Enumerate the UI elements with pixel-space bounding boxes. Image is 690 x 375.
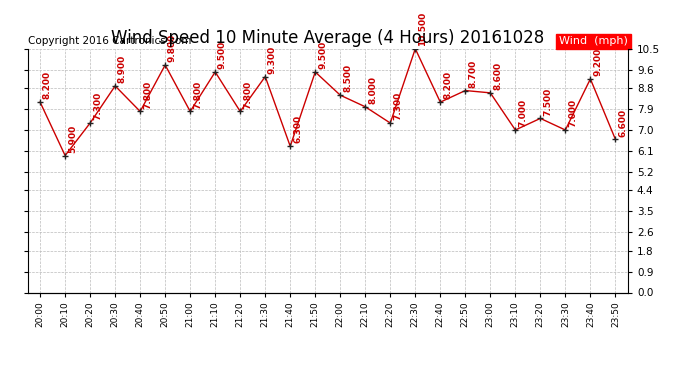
Text: 7.000: 7.000	[568, 99, 577, 127]
Text: 9.800: 9.800	[168, 34, 177, 62]
Text: 7.300: 7.300	[393, 92, 402, 120]
Text: 8.900: 8.900	[118, 55, 127, 83]
Text: 9.300: 9.300	[268, 46, 277, 74]
Text: 8.200: 8.200	[443, 71, 452, 99]
Text: 9.500: 9.500	[318, 41, 327, 69]
Text: 6.600: 6.600	[618, 108, 627, 136]
Text: 7.500: 7.500	[543, 87, 552, 116]
Text: 7.000: 7.000	[518, 99, 527, 127]
Text: 7.300: 7.300	[93, 92, 102, 120]
Text: 8.500: 8.500	[343, 64, 352, 92]
Text: 9.500: 9.500	[218, 41, 227, 69]
Text: 6.300: 6.300	[293, 116, 302, 144]
Text: 7.800: 7.800	[193, 80, 202, 109]
Text: 8.000: 8.000	[368, 76, 377, 104]
Text: 8.200: 8.200	[43, 71, 52, 99]
Text: Wind  (mph): Wind (mph)	[559, 36, 628, 46]
Text: 9.200: 9.200	[593, 48, 602, 76]
Text: 10.500: 10.500	[418, 12, 427, 46]
Text: 8.600: 8.600	[493, 62, 502, 90]
Text: Copyright 2016 Cartronics.com: Copyright 2016 Cartronics.com	[28, 36, 191, 46]
Text: 5.900: 5.900	[68, 124, 77, 153]
Text: 7.800: 7.800	[243, 80, 252, 109]
Text: 7.800: 7.800	[143, 80, 152, 109]
Title: Wind Speed 10 Minute Average (4 Hours) 20161028: Wind Speed 10 Minute Average (4 Hours) 2…	[111, 29, 544, 47]
Text: 8.700: 8.700	[468, 60, 477, 88]
